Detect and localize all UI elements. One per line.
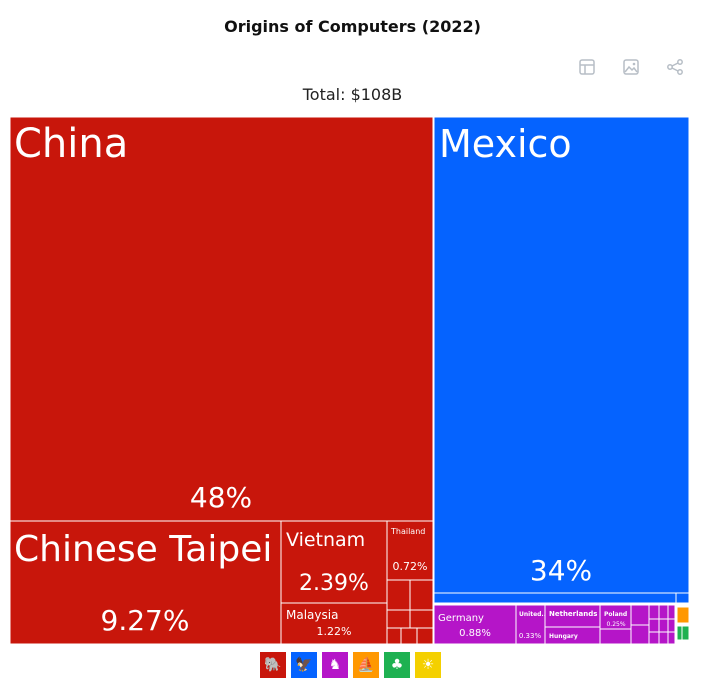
tile-north-america-small[interactable] — [433, 592, 690, 604]
region-legend: 🐘 🦅 ♞ ⛵ ♣ ☀ — [260, 652, 441, 678]
tile-china[interactable] — [9, 116, 434, 522]
tile-europe-small[interactable] — [658, 631, 669, 645]
tile-label-china: China — [14, 121, 128, 167]
tile-europe-small[interactable] — [658, 618, 669, 633]
tile-share-china: 48% — [190, 481, 252, 514]
tile-label-poland: Poland — [604, 611, 627, 618]
legend-north-america[interactable]: 🦅 — [291, 652, 317, 678]
tile-mexico[interactable] — [433, 116, 690, 594]
tile-label-vietnam: Vietnam — [286, 529, 365, 551]
legend-oceania[interactable]: ⛵ — [353, 652, 379, 678]
share-icon[interactable] — [663, 56, 687, 78]
tile-united-kingdom[interactable] — [515, 604, 546, 645]
tile-europe-small[interactable] — [648, 631, 660, 645]
legend-europe[interactable]: ♞ — [322, 652, 348, 678]
tile-south-america[interactable] — [681, 625, 690, 641]
tile-label-thailand: Thailand — [390, 527, 425, 536]
tile-asia-small[interactable] — [386, 609, 411, 629]
tile-share-thailand: 0.72% — [393, 560, 428, 573]
tile-label-chinese-taipei: Chinese Taipei — [14, 529, 272, 570]
tile-thailand[interactable] — [386, 520, 434, 581]
tile-share-poland: 0.25% — [606, 621, 625, 628]
north-america-icon: 🦅 — [295, 657, 313, 673]
tile-europe-small[interactable] — [599, 628, 632, 645]
tile-europe-small[interactable] — [667, 631, 676, 645]
tile-asia-small[interactable] — [386, 579, 411, 611]
tile-label-mexico: Mexico — [439, 122, 572, 166]
tile-share-mexico: 34% — [530, 554, 592, 587]
tile-europe-small[interactable] — [658, 604, 669, 620]
tile-asia-small[interactable] — [386, 627, 402, 645]
tile-europe-small[interactable] — [630, 604, 650, 626]
tile-south-america[interactable] — [676, 625, 683, 641]
tile-europe-small[interactable] — [630, 624, 650, 645]
tile-share-malaysia: 1.22% — [317, 625, 352, 638]
oceania-icon: ⛵ — [357, 657, 375, 673]
image-icon[interactable] — [619, 56, 643, 78]
tile-oceania[interactable] — [676, 606, 690, 624]
tile-label-germany: Germany — [438, 613, 484, 624]
tile-asia-small[interactable] — [409, 609, 434, 629]
toolbar — [575, 56, 687, 78]
tile-label-united-kingdom: United... — [519, 611, 548, 618]
tile-europe-small[interactable] — [648, 618, 660, 633]
asia-icon: 🐘 — [264, 657, 282, 673]
tile-share-chinese-taipei: 9.27% — [101, 604, 190, 637]
tile-north-america-small[interactable] — [675, 592, 690, 604]
tile-asia-small[interactable] — [409, 579, 434, 611]
tile-share-united-kingdom: 0.33% — [519, 632, 542, 640]
africa-icon: ☀ — [421, 657, 435, 673]
tile-europe-small[interactable] — [667, 618, 676, 633]
chart-title: Origins of Computers (2022) — [224, 17, 481, 36]
tile-label-hungary: Hungary — [549, 633, 578, 640]
tile-germany[interactable] — [433, 604, 517, 645]
tile-share-vietnam: 2.39% — [299, 571, 369, 596]
tile-europe-small[interactable] — [648, 604, 660, 620]
tile-share-germany: 0.88% — [459, 628, 491, 639]
legend-south-america[interactable]: ♣ — [384, 652, 410, 678]
table-icon[interactable] — [575, 56, 599, 78]
tile-chinese-taipei[interactable] — [9, 520, 282, 645]
tile-europe-small[interactable] — [667, 604, 676, 620]
legend-asia[interactable]: 🐘 — [260, 652, 286, 678]
legend-africa[interactable]: ☀ — [415, 652, 441, 678]
south-america-icon: ♣ — [390, 657, 404, 673]
total-label: Total: $108B — [302, 85, 403, 104]
tile-label-malaysia: Malaysia — [286, 608, 338, 622]
europe-icon: ♞ — [328, 657, 342, 673]
tile-label-netherlands: Netherlands — [549, 610, 597, 618]
tile-asia-small[interactable] — [416, 627, 434, 645]
tile-asia-small[interactable] — [400, 627, 418, 645]
